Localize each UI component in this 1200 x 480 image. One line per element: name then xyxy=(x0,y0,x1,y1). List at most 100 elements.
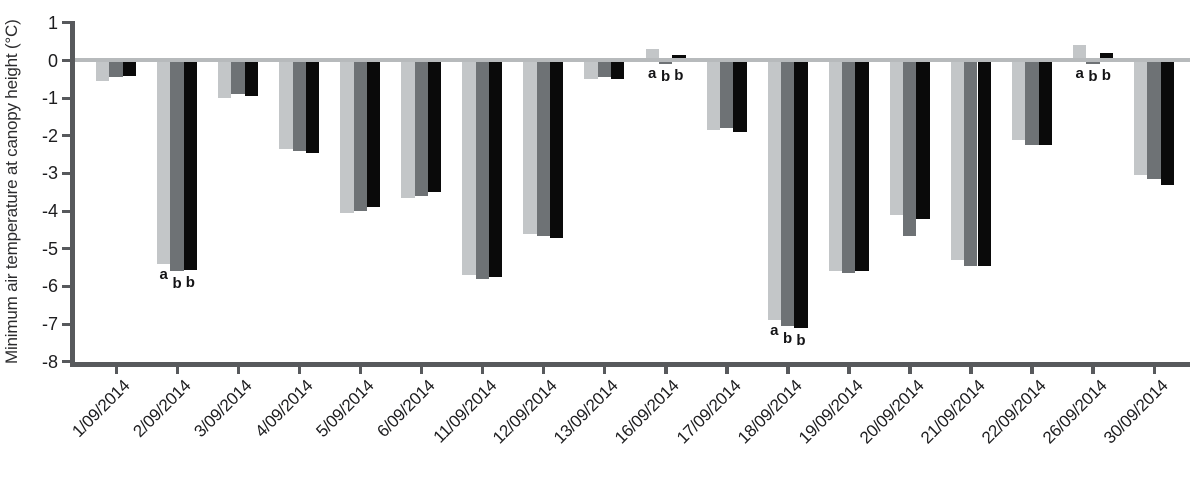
y-tick-label: 0 xyxy=(47,50,58,71)
significance-label: b xyxy=(674,66,684,84)
bar xyxy=(1025,60,1039,146)
significance-label: a xyxy=(770,322,779,340)
bar xyxy=(462,60,476,276)
x-tick xyxy=(969,367,973,374)
x-tick xyxy=(908,367,912,374)
y-tick xyxy=(62,247,70,251)
bar xyxy=(183,60,198,270)
significance-label: b xyxy=(783,330,793,347)
bar xyxy=(170,60,184,272)
x-tick-label: 26/09/2014 xyxy=(1038,376,1111,448)
y-tick xyxy=(62,360,70,364)
x-tick-label: 16/09/2014 xyxy=(611,376,683,448)
bar xyxy=(536,60,551,236)
bar xyxy=(401,60,415,198)
y-tick-label: -3 xyxy=(41,163,58,184)
y-tick-label: -6 xyxy=(41,276,58,297)
x-tick xyxy=(1152,367,1157,374)
bar xyxy=(1134,60,1148,176)
x-tick-label: 4/09/2014 xyxy=(251,376,317,442)
significance-label: b xyxy=(185,273,195,291)
x-tick-label: 18/09/2014 xyxy=(733,376,806,448)
x-tick-label: 3/09/2014 xyxy=(190,376,256,442)
significance-label: b xyxy=(1101,66,1111,84)
bar xyxy=(1072,45,1087,63)
x-tick-label: 30/09/2014 xyxy=(1099,376,1172,448)
bar xyxy=(305,60,320,153)
bar xyxy=(706,60,720,131)
y-tick-label: -4 xyxy=(41,201,58,222)
y-tick xyxy=(62,322,70,326)
x-tick xyxy=(847,367,851,374)
y-tick-label: -2 xyxy=(41,125,58,146)
bar xyxy=(96,60,110,82)
y-axis-line xyxy=(70,21,75,367)
bar xyxy=(218,60,232,99)
bar xyxy=(767,60,781,321)
bar xyxy=(964,60,978,266)
bar xyxy=(122,60,136,76)
bar xyxy=(597,60,612,78)
bar xyxy=(1011,60,1026,140)
bar xyxy=(1147,60,1161,180)
x-tick xyxy=(419,367,424,374)
bar xyxy=(719,60,734,129)
x-tick xyxy=(602,367,607,374)
bar xyxy=(1160,60,1174,185)
bar xyxy=(1038,60,1052,146)
zero-line xyxy=(75,58,1190,63)
x-tick xyxy=(358,367,363,374)
y-tick xyxy=(62,284,70,288)
y-tick-label: -7 xyxy=(41,314,58,335)
bar xyxy=(244,60,259,97)
x-tick-label: 19/09/2014 xyxy=(794,376,867,448)
x-tick xyxy=(725,367,729,374)
bar xyxy=(109,60,123,78)
x-tick-label: 21/09/2014 xyxy=(916,376,989,448)
bar xyxy=(489,60,503,278)
y-tick xyxy=(62,171,70,175)
bar xyxy=(794,60,808,328)
y-tick-label: -8 xyxy=(41,351,58,372)
bar xyxy=(828,60,843,272)
y-tick-label: -5 xyxy=(41,238,58,259)
x-tick-label: 12/09/2014 xyxy=(489,376,561,448)
x-tick xyxy=(664,367,668,374)
bar xyxy=(780,60,795,326)
x-tick xyxy=(786,367,790,374)
x-tick-label: 5/09/2014 xyxy=(312,376,378,442)
bar xyxy=(977,60,991,266)
bar xyxy=(916,60,930,219)
significance-label: b xyxy=(660,68,671,86)
x-axis-line xyxy=(70,362,1190,367)
bar xyxy=(231,60,245,95)
bar xyxy=(550,60,564,238)
bar xyxy=(733,60,747,133)
x-tick xyxy=(1030,367,1034,374)
significance-label: a xyxy=(159,265,168,283)
x-tick-label: 20/09/2014 xyxy=(855,376,928,448)
y-tick xyxy=(62,134,70,138)
bar xyxy=(475,60,490,279)
bar xyxy=(353,60,367,212)
x-tick xyxy=(236,367,241,374)
significance-label: b xyxy=(796,331,806,349)
x-tick-label: 2/09/2014 xyxy=(129,376,195,442)
x-tick xyxy=(541,367,546,374)
x-tick-label: 22/09/2014 xyxy=(977,376,1050,448)
bar xyxy=(340,60,354,214)
bar xyxy=(611,60,625,80)
y-tick-label: -1 xyxy=(41,88,58,109)
bar xyxy=(855,60,869,272)
y-tick xyxy=(62,209,70,213)
y-tick xyxy=(62,21,70,25)
significance-label: b xyxy=(1088,68,1098,86)
bar xyxy=(1099,52,1113,63)
x-tick-label: 11/09/2014 xyxy=(429,376,500,447)
bar xyxy=(279,60,293,149)
bar xyxy=(889,60,904,215)
bar xyxy=(292,60,306,151)
x-tick xyxy=(1091,367,1095,374)
